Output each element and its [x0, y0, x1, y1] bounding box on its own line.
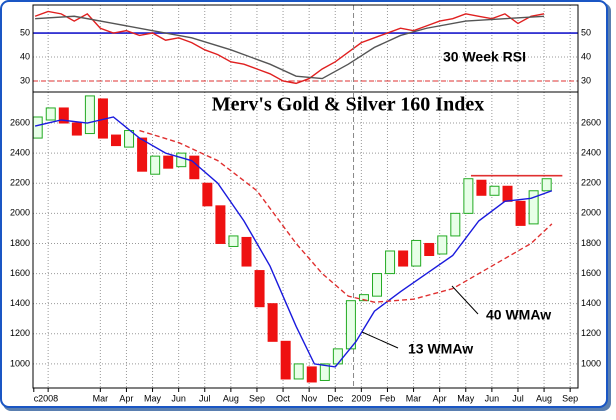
- rsi-label: 30 Week RSI: [443, 49, 526, 65]
- x-tick-label: Oct: [276, 393, 291, 403]
- series-line: [35, 15, 545, 80]
- arrow: [451, 285, 479, 315]
- candle-body: [241, 236, 252, 267]
- x-tick-label: Jul: [512, 393, 524, 403]
- x-tick-label: Aug: [223, 393, 239, 403]
- candle-body: [254, 270, 265, 308]
- candle-body: [345, 300, 356, 350]
- y-tick-label: 1000: [581, 358, 601, 368]
- candle-body: [45, 107, 56, 121]
- x-tick-label: Apr: [119, 393, 133, 403]
- candle-body: [424, 242, 435, 257]
- y-tick-label: 1200: [581, 328, 601, 338]
- candle-body: [372, 273, 383, 297]
- candle-body: [489, 185, 500, 196]
- x-tick-label: c: [34, 393, 39, 403]
- candle-body: [228, 235, 239, 247]
- candle-body: [176, 152, 187, 168]
- y-tick-label: 1200: [10, 328, 30, 338]
- candle-body: [124, 130, 135, 148]
- candle-body: [137, 137, 148, 172]
- candle-body: [319, 363, 330, 381]
- candle-body: [111, 134, 122, 147]
- candle-body: [71, 122, 82, 136]
- x-tick-label: Aug: [536, 393, 552, 403]
- x-tick-label: Jul: [199, 393, 211, 403]
- series-line: [139, 129, 553, 303]
- y-tick-label: 1000: [10, 358, 30, 368]
- y-tick-label: 2400: [10, 148, 30, 158]
- x-tick-label: 2008: [38, 393, 58, 403]
- y-tick-label: 1600: [10, 268, 30, 278]
- x-tick-label: Apr: [433, 393, 447, 403]
- candle-body: [437, 235, 448, 255]
- y-tick-label: 1800: [10, 238, 30, 248]
- x-tick-label: 2009: [351, 393, 371, 403]
- candle-body: [163, 155, 174, 169]
- y-tick-label: 2200: [10, 178, 30, 188]
- candle-body: [293, 363, 304, 380]
- candle-body: [280, 340, 291, 380]
- y-tick-label: 1800: [581, 238, 601, 248]
- price-panel: [32, 91, 579, 389]
- x-tick-label: Nov: [301, 393, 318, 403]
- y-tick-label: 50: [20, 27, 30, 37]
- series-line: [34, 116, 553, 368]
- x-tick-label: Jun: [171, 393, 186, 403]
- x-tick-label: May: [457, 393, 475, 403]
- y-tick-label: 2600: [581, 117, 601, 127]
- y-tick-label: 1600: [581, 268, 601, 278]
- candle-body: [267, 303, 278, 342]
- y-tick-label: 40: [20, 51, 30, 61]
- x-tick-label: Sep: [562, 393, 578, 403]
- candle-body: [450, 212, 461, 237]
- y-tick-label: 30: [20, 75, 30, 85]
- candle-body: [463, 178, 474, 214]
- series-line: [34, 10, 545, 85]
- candle-body: [515, 200, 526, 226]
- arrow: [361, 331, 399, 349]
- candle-body: [58, 107, 69, 124]
- candle-body: [215, 205, 226, 244]
- candle-body: [476, 179, 487, 196]
- plot-layer: 30 30 40 40 50 50 1000 1000 1200 1200 1400 1400 1600…: [10, 5, 601, 403]
- x-tick-label: May: [144, 393, 162, 403]
- series-label: 13 WMAw: [408, 341, 473, 357]
- x-tick-label: Jun: [485, 393, 500, 403]
- candle-body: [32, 116, 43, 139]
- candle-body: [411, 239, 422, 267]
- x-tick-label: Dec: [327, 393, 344, 403]
- y-tick-label: 2000: [581, 208, 601, 218]
- candle-body: [202, 182, 213, 207]
- candle-body: [306, 366, 317, 383]
- candle-body: [398, 250, 409, 267]
- y-tick-label: 2400: [581, 148, 601, 158]
- candle-body: [332, 348, 343, 365]
- y-tick-label: 2200: [581, 178, 601, 188]
- chart-title: Merv's Gold & Silver 160 Index: [212, 94, 484, 116]
- candle-body: [84, 95, 95, 135]
- y-tick-label: 40: [581, 51, 591, 61]
- candle-body: [358, 294, 369, 302]
- candle-body: [189, 155, 200, 180]
- y-tick-label: 50: [581, 27, 591, 37]
- x-tick-label: Mar: [93, 393, 109, 403]
- candle-body: [541, 178, 552, 192]
- series-label: 40 WMAw: [486, 307, 551, 323]
- y-tick-label: 1400: [581, 298, 601, 308]
- candle-body: [385, 250, 396, 275]
- y-tick-label: 2000: [10, 208, 30, 218]
- y-tick-label: 30: [581, 75, 591, 85]
- y-tick-label: 1400: [10, 298, 30, 308]
- candle-body: [502, 185, 513, 202]
- candle-body: [150, 155, 161, 175]
- candle-body: [528, 190, 539, 225]
- x-tick-label: Mar: [406, 393, 422, 403]
- x-tick-label: Sep: [249, 393, 265, 403]
- y-tick-label: 2600: [10, 117, 30, 127]
- x-tick-label: Feb: [380, 393, 396, 403]
